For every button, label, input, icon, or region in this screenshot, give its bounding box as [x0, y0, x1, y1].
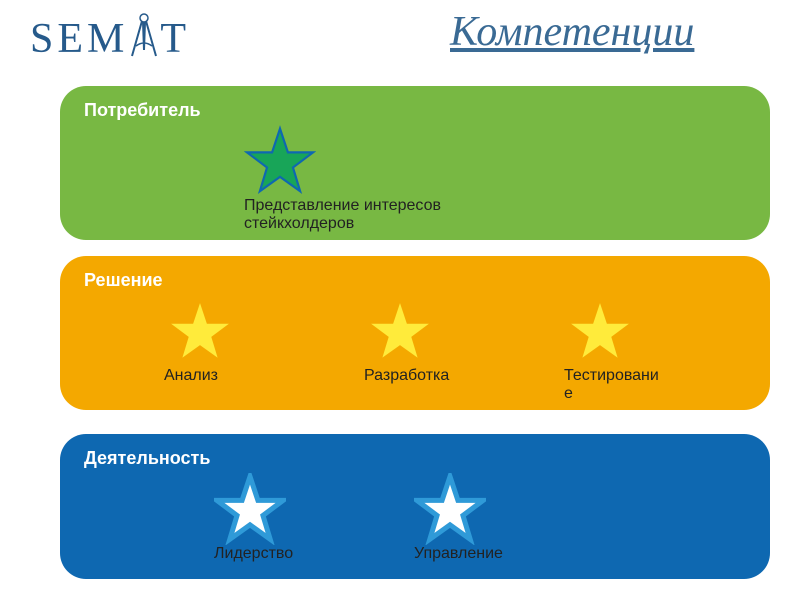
- star-icon: [244, 125, 316, 197]
- competency-label: Представление интересов стейкхолдеров: [244, 197, 504, 232]
- stars-row-solution: Анализ Разработка Тестирование: [84, 295, 746, 402]
- stars-row-customer: Представление интересов стейкхолдеров: [84, 125, 746, 232]
- star-icon: [164, 295, 236, 367]
- star-icon: [414, 473, 486, 545]
- star-icon: [564, 295, 636, 367]
- competency-testing: Тестирование: [564, 295, 704, 402]
- page-title: Компетенции: [450, 8, 770, 56]
- section-customer: Потребитель Представление интересов стей…: [60, 86, 770, 240]
- sections-container: Потребитель Представление интересов стей…: [60, 86, 770, 595]
- competency-management: Управление: [414, 473, 554, 563]
- competency-analysis: Анализ: [164, 295, 304, 385]
- competency-label: Тестирование: [564, 367, 664, 402]
- section-endeavor: Деятельность Лидерство Управление: [60, 434, 770, 579]
- competency-label: Разработка: [364, 367, 464, 385]
- logo-text-1: SEM: [30, 16, 128, 62]
- section-solution: Решение Анализ Разработка Тестирование: [60, 256, 770, 410]
- star-icon: [214, 473, 286, 545]
- competency-label: Управление: [414, 545, 514, 563]
- competency-label: Анализ: [164, 367, 264, 385]
- star-icon: [364, 295, 436, 367]
- logo-text-2: T: [160, 16, 190, 62]
- logo: SEM T: [30, 15, 190, 63]
- competency-label: Лидерство: [214, 545, 314, 563]
- section-title-endeavor: Деятельность: [84, 448, 746, 469]
- competency-development: Разработка: [364, 295, 504, 385]
- section-title-customer: Потребитель: [84, 100, 746, 121]
- competency-stakeholder: Представление интересов стейкхолдеров: [244, 125, 384, 232]
- competency-leadership: Лидерство: [214, 473, 354, 563]
- stars-row-endeavor: Лидерство Управление: [84, 473, 746, 563]
- section-title-solution: Решение: [84, 270, 746, 291]
